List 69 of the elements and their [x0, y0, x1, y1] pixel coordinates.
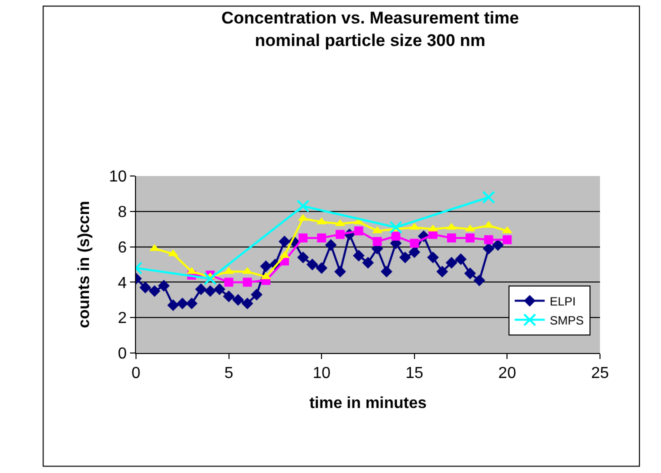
x-tick-label: 15 [406, 365, 424, 382]
y-tick-label: 2 [118, 310, 127, 328]
point [242, 278, 252, 287]
y-tick-label: 6 [118, 239, 127, 256]
y-axis-title: counts in (s)ccm [76, 200, 93, 328]
point [139, 282, 152, 294]
point [454, 253, 467, 266]
x-tick-label: 20 [498, 365, 516, 382]
point [204, 272, 217, 286]
x-tick-label: 0 [132, 365, 141, 382]
x-axis-title: time in minutes [309, 394, 427, 412]
point [278, 236, 290, 248]
chart-title: Concentration vs. Measurement time nominal particle size 300 nm [221, 8, 519, 50]
point [298, 233, 308, 242]
point [502, 235, 512, 244]
point [176, 298, 188, 310]
point [408, 246, 420, 258]
point [464, 268, 476, 280]
point [297, 252, 309, 264]
y-tick-label: 8 [118, 204, 127, 221]
point [484, 235, 494, 244]
point [427, 252, 439, 264]
y-tick-label: 0 [118, 346, 127, 363]
point [380, 266, 392, 278]
x-tick-label: 25 [591, 365, 609, 382]
point [148, 285, 160, 297]
point [446, 256, 458, 269]
y-tick-label: 10 [109, 168, 127, 186]
legend-label: ELPI [550, 294, 576, 308]
point [372, 236, 382, 246]
point [325, 239, 337, 251]
point [391, 232, 400, 241]
point [482, 190, 496, 204]
point [447, 233, 456, 242]
y-tick-label: 4 [118, 274, 127, 292]
x-tick-label: 5 [224, 365, 234, 382]
point [317, 233, 326, 242]
point [466, 233, 475, 242]
point [296, 200, 310, 213]
point [250, 288, 262, 300]
point [474, 274, 486, 286]
point [352, 250, 365, 262]
point [260, 260, 272, 272]
point [167, 299, 179, 312]
point [399, 252, 411, 264]
point [362, 256, 374, 269]
point [214, 283, 226, 296]
point [482, 242, 494, 254]
point [354, 226, 364, 236]
legend-label: SMPS [550, 313, 584, 328]
point [158, 280, 170, 292]
point [195, 283, 207, 296]
point [222, 290, 235, 302]
point [410, 238, 419, 248]
x-tick-label: 10 [312, 365, 331, 382]
point [436, 266, 448, 278]
point [224, 278, 234, 287]
point [306, 258, 318, 270]
point [334, 266, 346, 278]
point [492, 239, 504, 251]
point [232, 294, 244, 306]
point [502, 226, 512, 234]
point [186, 298, 198, 310]
point [372, 226, 382, 234]
point [242, 298, 254, 310]
point [389, 220, 402, 234]
point [204, 285, 216, 297]
point [336, 230, 345, 239]
point [316, 262, 328, 274]
